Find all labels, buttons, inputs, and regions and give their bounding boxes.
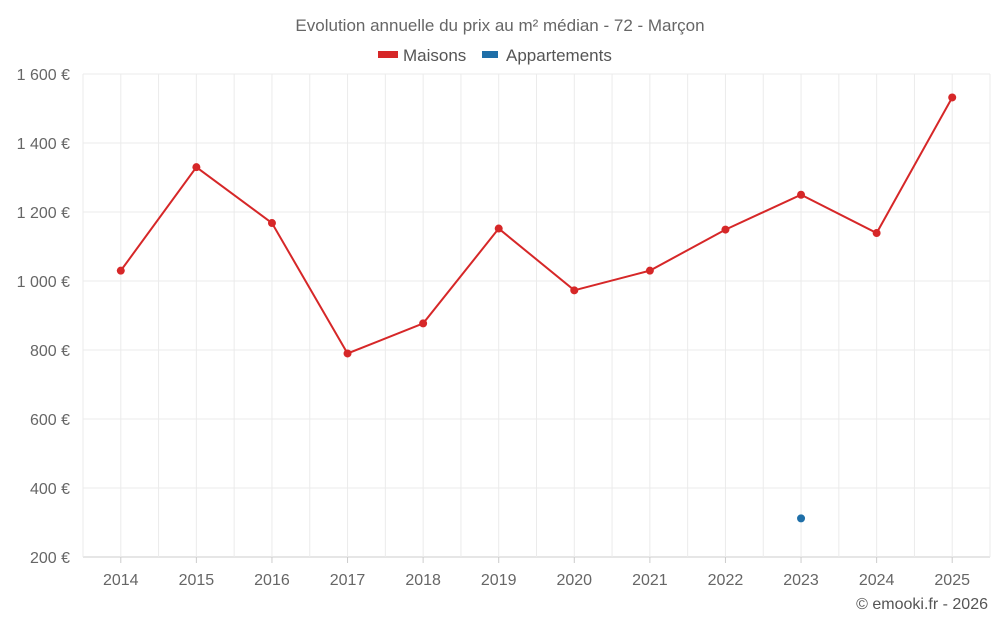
series <box>116 93 957 523</box>
data-point-maisons[interactable] <box>419 319 428 328</box>
x-tick-label: 2023 <box>783 572 819 589</box>
data-point-maisons[interactable] <box>570 286 579 295</box>
data-point-maisons[interactable] <box>267 219 276 228</box>
y-tick-label: 800 € <box>30 343 70 360</box>
credit-text: © emooki.fr - 2026 <box>856 596 988 613</box>
y-tick-label: 400 € <box>30 481 70 498</box>
y-tick-label: 1 400 € <box>17 136 70 153</box>
x-tick-label: 2017 <box>330 572 366 589</box>
x-tick-label: 2015 <box>179 572 215 589</box>
legend-label-appartements[interactable]: Appartements <box>506 46 612 65</box>
legend-label-maisons[interactable]: Maisons <box>403 46 466 65</box>
y-tick-label: 1 200 € <box>17 205 70 222</box>
legend-swatch-appartements[interactable] <box>482 51 498 58</box>
data-point-maisons[interactable] <box>872 229 881 238</box>
y-axis: 200 € 400 € 600 € 800 € 1 000 € 1 200 € 1 400 … <box>17 67 70 567</box>
data-point-maisons[interactable] <box>721 225 730 234</box>
x-tick-label: 2020 <box>556 572 592 589</box>
data-point-maisons[interactable] <box>645 266 654 275</box>
x-tick-label: 2021 <box>632 572 668 589</box>
grid <box>82 73 991 558</box>
data-point-maisons[interactable] <box>797 190 806 199</box>
x-axis: 2014 2015 2016 2017 2018 2019 2020 2021 2022 2023… <box>103 557 970 589</box>
x-tick-label: 2018 <box>405 572 441 589</box>
legend-swatch-maisons[interactable] <box>378 51 398 58</box>
data-point-maisons[interactable] <box>343 349 352 358</box>
data-point-maisons[interactable] <box>948 93 957 102</box>
data-point-maisons[interactable] <box>116 266 125 275</box>
y-tick-label: 1 000 € <box>17 274 70 291</box>
x-tick-label: 2025 <box>934 572 970 589</box>
x-tick-label: 2019 <box>481 572 517 589</box>
x-tick-label: 2022 <box>708 572 744 589</box>
y-tick-label: 600 € <box>30 412 70 429</box>
data-point-maisons[interactable] <box>494 224 503 233</box>
data-point-appartements[interactable] <box>797 514 806 523</box>
y-tick-label: 200 € <box>30 550 70 567</box>
y-tick-label: 1 600 € <box>17 67 70 84</box>
x-tick-label: 2024 <box>859 572 895 589</box>
legend: Maisons Appartements <box>378 46 612 65</box>
series-line-maisons <box>119 96 954 355</box>
x-tick-label: 2016 <box>254 572 290 589</box>
x-tick-label: 2014 <box>103 572 139 589</box>
chart-title: Evolution annuelle du prix au m² médian … <box>295 16 704 35</box>
data-point-maisons[interactable] <box>192 163 201 172</box>
